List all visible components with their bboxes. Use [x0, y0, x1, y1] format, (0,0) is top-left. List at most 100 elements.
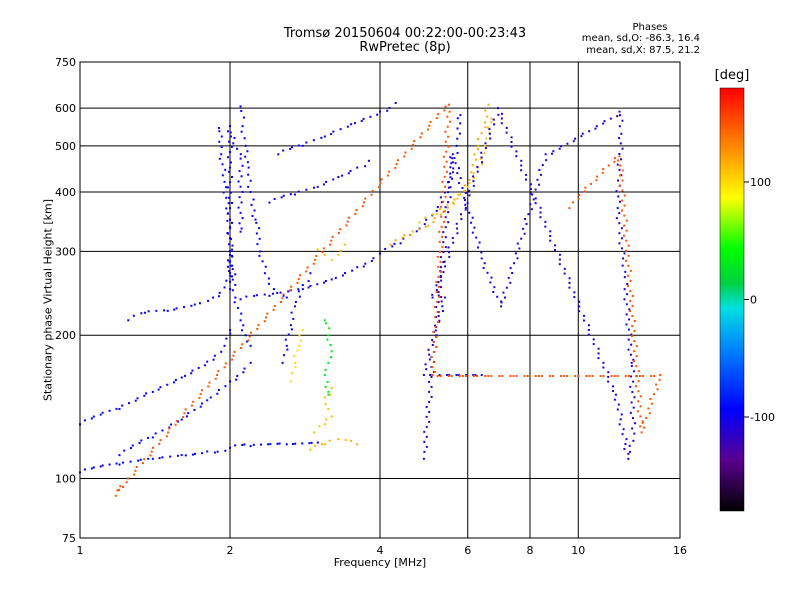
data-point [220, 135, 223, 138]
data-point [289, 380, 292, 383]
data-point [423, 450, 426, 453]
data-point [121, 404, 124, 407]
data-point [301, 442, 304, 445]
data-point [623, 252, 626, 255]
data-point [229, 181, 231, 184]
data-point [293, 361, 296, 364]
data-point [166, 383, 169, 386]
data-point [637, 370, 640, 373]
data-point [619, 164, 622, 167]
data-point [418, 228, 421, 231]
data-point [229, 380, 231, 383]
data-point [534, 197, 537, 200]
data-point [136, 397, 139, 400]
data-point [435, 290, 438, 293]
data-point [534, 375, 537, 378]
data-point [229, 131, 232, 134]
data-point [479, 157, 482, 160]
data-point [538, 183, 541, 186]
data-point [327, 361, 330, 364]
data-point [240, 312, 243, 315]
data-point [438, 374, 441, 377]
data-point [592, 343, 595, 346]
data-point [282, 149, 285, 152]
data-point [630, 401, 633, 404]
data-point [239, 211, 242, 214]
data-point [237, 180, 240, 183]
data-point [655, 383, 658, 386]
data-point [622, 234, 625, 237]
data-point [217, 370, 220, 373]
data-point [267, 282, 270, 285]
data-point [228, 170, 230, 173]
data-point [481, 161, 484, 164]
data-point [252, 443, 255, 446]
data-point [580, 135, 583, 138]
data-point [484, 142, 487, 145]
data-point [243, 367, 246, 370]
data-point [615, 217, 618, 220]
data-point [620, 209, 623, 212]
data-point [614, 393, 617, 396]
data-point [240, 130, 243, 133]
data-point [635, 355, 638, 358]
data-point [572, 201, 575, 204]
data-point [446, 206, 449, 209]
data-point [439, 213, 442, 216]
data-point [568, 286, 571, 289]
data-point [624, 270, 627, 273]
data-point [447, 221, 450, 224]
data-point [621, 179, 624, 182]
data-point [629, 353, 632, 356]
data-point [490, 121, 493, 124]
data-point [583, 314, 586, 317]
data-point [234, 444, 237, 447]
data-point [147, 457, 150, 460]
data-point [437, 311, 440, 314]
data-point [329, 393, 332, 396]
data-point [360, 120, 363, 123]
data-point [266, 312, 269, 315]
data-point [330, 278, 333, 281]
data-point [524, 178, 527, 181]
data-point [140, 439, 143, 442]
data-point [364, 262, 367, 265]
data-point [627, 254, 630, 257]
data-point [625, 438, 628, 441]
x-tick-label: 1 [77, 544, 84, 557]
data-point [243, 443, 246, 446]
data-point [430, 375, 433, 378]
data-point [603, 120, 606, 123]
data-point [558, 263, 561, 266]
data-point [584, 186, 587, 189]
data-point [330, 133, 333, 136]
data-point [429, 120, 432, 123]
data-point [615, 190, 618, 193]
data-point [637, 390, 640, 393]
data-point [442, 241, 445, 244]
data-point [475, 236, 478, 239]
data-point [476, 246, 479, 249]
data-point [258, 227, 261, 230]
data-point [456, 151, 459, 154]
data-point [370, 193, 373, 196]
data-point [451, 177, 454, 180]
data-point [224, 362, 227, 365]
data-point [238, 222, 241, 225]
data-point [631, 314, 634, 317]
data-point [356, 443, 359, 446]
data-point [431, 293, 434, 296]
data-point [578, 305, 581, 308]
data-point [225, 337, 228, 340]
data-point [624, 259, 627, 262]
data-point [434, 329, 437, 332]
data-point [197, 366, 200, 369]
data-point [437, 275, 440, 278]
data-point [433, 360, 436, 363]
data-point [350, 123, 353, 126]
data-point [163, 309, 166, 312]
data-point [488, 132, 491, 135]
data-point [439, 375, 442, 378]
data-point [318, 425, 321, 428]
data-point [206, 450, 209, 453]
